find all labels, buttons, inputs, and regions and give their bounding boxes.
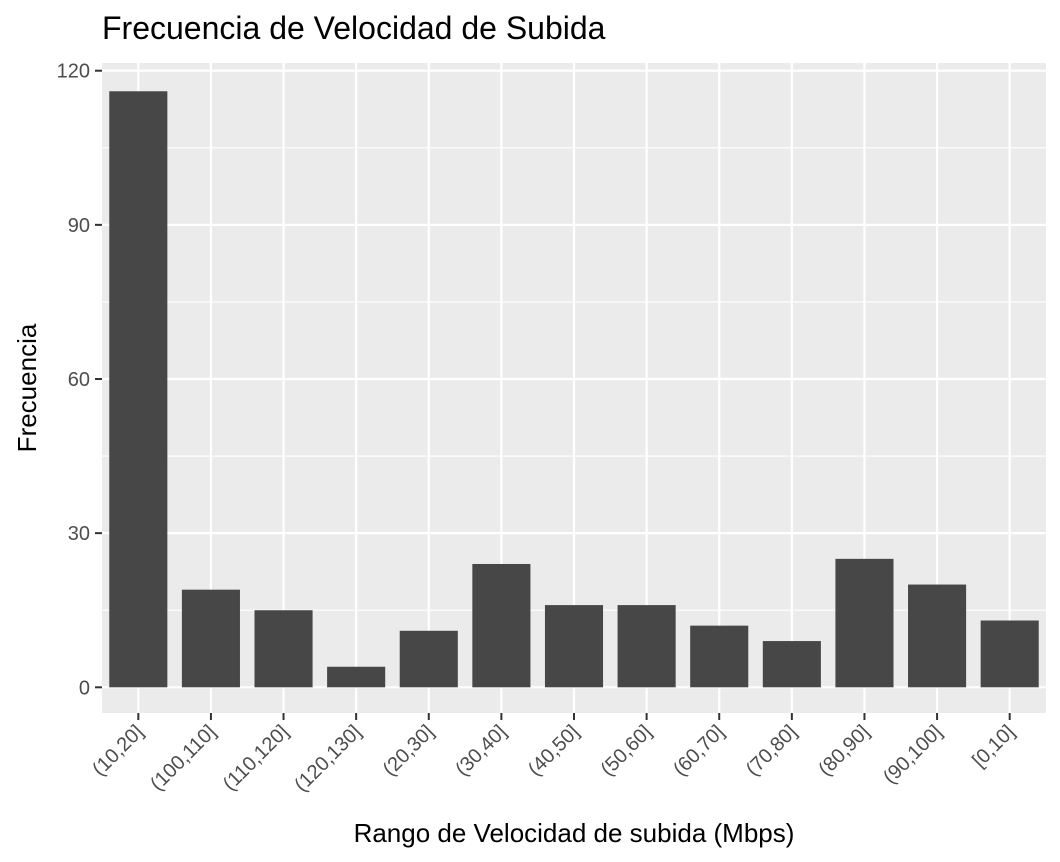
bar-layer — [109, 91, 1039, 688]
y-tick-label: 60 — [68, 369, 90, 391]
x-tick-label: (80,90] — [814, 721, 874, 781]
x-axis-title: Rango de Velocidad de subida (Mbps) — [354, 818, 795, 848]
bar-1 — [181, 589, 240, 688]
bar-7 — [617, 605, 676, 688]
x-tick-label: (120,130] — [290, 721, 365, 796]
x-tick-label: (10,20] — [88, 721, 148, 781]
y-tick-label: 30 — [68, 523, 90, 545]
bar-11 — [908, 584, 967, 688]
y-axis-title: Frecuencia — [12, 323, 42, 452]
bar-2 — [254, 610, 313, 688]
bar-8 — [690, 625, 749, 688]
y-tick-label: 90 — [68, 215, 90, 237]
x-tick-label: (90,100] — [879, 721, 946, 788]
bar-3 — [327, 666, 386, 688]
x-tick-label: (70,80] — [742, 721, 802, 781]
bar-10 — [835, 558, 894, 688]
x-tick-label: (100,110] — [146, 721, 220, 795]
bar-5 — [472, 563, 531, 688]
x-tick-label: (40,50] — [524, 721, 584, 781]
x-tick-label: (30,40] — [451, 721, 511, 781]
y-axis: 0 30 60 90 120 — [57, 61, 102, 699]
bar-6 — [544, 605, 604, 688]
x-tick-label: (110,120] — [219, 721, 293, 795]
bar-4 — [399, 630, 458, 688]
bar-12 — [980, 620, 1039, 688]
x-tick-label: (50,60] — [597, 721, 657, 781]
x-tick-label: [0,10] — [968, 721, 1019, 772]
bar-9 — [762, 641, 821, 688]
y-tick-label: 120 — [57, 61, 90, 83]
x-tick-label: (20,30] — [379, 721, 439, 781]
bar-0 — [109, 91, 168, 688]
x-tick-label: (60,70] — [669, 721, 729, 781]
x-axis: (10,20](100,110](110,120](120,130] (20,30… — [88, 713, 1019, 796]
y-tick-label: 0 — [79, 677, 90, 699]
chart-title: Frecuencia de Velocidad de Subida — [102, 10, 606, 46]
